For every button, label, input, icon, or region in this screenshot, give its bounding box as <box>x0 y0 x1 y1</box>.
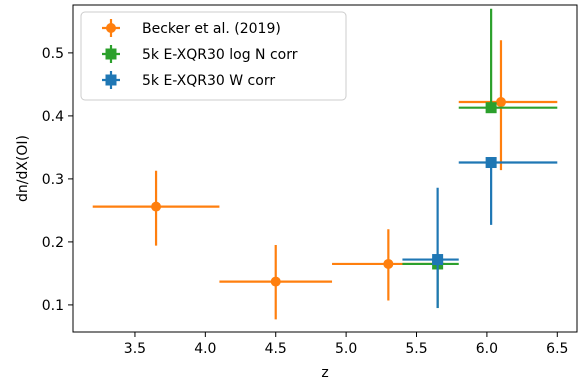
legend-label: 5k E-XQR30 log N corr <box>142 47 298 63</box>
data-point <box>270 276 281 287</box>
y-axis-label: dn/dX(OI) <box>15 135 31 202</box>
x-tick-label: 5.0 <box>335 341 357 357</box>
data-point <box>432 254 444 266</box>
y-tick-label: 0.5 <box>42 46 64 62</box>
y-tick-label: 0.1 <box>42 298 64 314</box>
plot-frame <box>72 4 578 333</box>
x-axis: 3.5 4.0 4.5 5.0 5.5 6.0 6.5 <box>124 332 568 357</box>
legend-marker <box>105 48 117 60</box>
series-2 <box>402 157 558 309</box>
legend-label: 5k E-XQR30 W corr <box>142 73 275 89</box>
y-tick-label: 0.4 <box>42 109 64 125</box>
legend-box <box>80 11 347 101</box>
data-point <box>495 97 506 108</box>
y-tick-label: 0.2 <box>42 235 64 251</box>
legend-item: Becker et al. (2019) <box>102 19 281 37</box>
legend-marker <box>106 23 116 33</box>
legend: Becker et al. (2019) 5k E-XQR30 log N cor… <box>80 11 347 101</box>
series-0 <box>92 40 558 320</box>
legend-item: 5k E-XQR30 log N corr <box>102 45 298 63</box>
legend-label: Becker et al. (2019) <box>142 21 281 37</box>
data-point <box>485 157 497 169</box>
legend-item: 5k E-XQR30 W corr <box>102 71 275 89</box>
y-tick-label: 0.3 <box>42 172 64 188</box>
data-point <box>485 102 497 114</box>
x-tick-label: 5.5 <box>405 341 427 357</box>
series-1 <box>402 8 558 309</box>
y-axis: 0.1 0.2 0.3 0.4 0.5 <box>42 46 73 314</box>
legend-marker <box>105 74 117 86</box>
data-point <box>383 258 394 269</box>
data-point <box>151 201 162 212</box>
x-axis-label: z <box>321 365 328 381</box>
x-tick-label: 3.5 <box>124 341 146 357</box>
x-tick-label: 6.5 <box>546 341 568 357</box>
plot-content <box>92 8 558 320</box>
x-tick-label: 4.5 <box>265 341 287 357</box>
x-tick-label: 4.0 <box>194 341 216 357</box>
x-tick-label: 6.0 <box>476 341 498 357</box>
